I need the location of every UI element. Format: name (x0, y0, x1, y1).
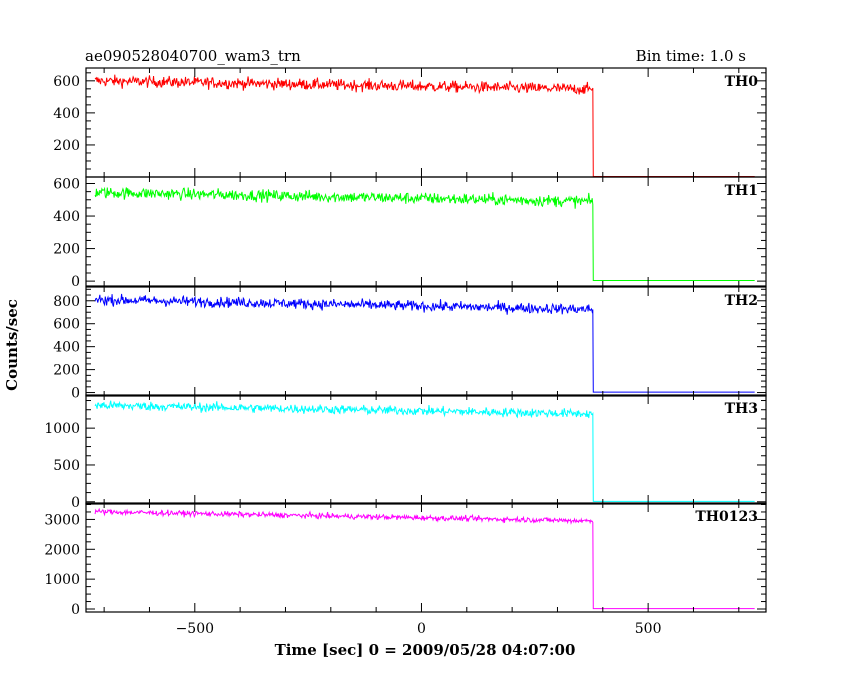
y-tick-label: 400 (53, 340, 80, 356)
y-tick-label: 3000 (44, 512, 80, 528)
panel-th1: 0 200 400 600 TH1 (53, 176, 767, 290)
y-tick-label: 400 (53, 106, 80, 122)
y-tick-label: 0 (71, 386, 80, 402)
y-tick-label: 200 (53, 363, 80, 379)
panel-th3: 0 500 1000 TH3 (44, 394, 767, 511)
x-tick-label: −500 (176, 621, 214, 637)
panel-label-th2: TH2 (725, 293, 758, 309)
panel-th0123: 0 1000 2000 3000 TH0123 (44, 502, 767, 618)
y-tick-label: 600 (53, 74, 80, 90)
panel-frame (85, 394, 767, 505)
panel-label-th0123: TH0123 (695, 509, 758, 525)
y-tick-label: 1000 (44, 421, 80, 437)
series-line-th3 (94, 400, 755, 502)
y-tick-label: 600 (53, 177, 80, 193)
x-tick-label: 0 (417, 621, 426, 637)
panel-frame (85, 502, 767, 613)
series-line-th0123 (94, 507, 755, 610)
y-tick-label: 400 (53, 209, 80, 225)
series-line-th0 (94, 74, 755, 178)
x-axis-title: Time [sec] 0 = 2009/05/28 04:07:00 (275, 641, 576, 659)
y-tick-label: 0 (71, 274, 80, 290)
panel-label-th0: TH0 (725, 74, 759, 90)
panels-group: 200 400 600 TH0 0 200 400 600 TH1 0 200 400 600 800 TH… (44, 67, 767, 618)
x-tick-label: 500 (635, 621, 662, 637)
panel-label-th1: TH1 (725, 183, 758, 199)
chart-title: ae090528040700_wam3_trn (85, 47, 301, 65)
y-tick-label: 0 (71, 602, 80, 618)
series-line-th2 (94, 293, 755, 393)
y-tick-label: 0 (71, 495, 80, 511)
y-tick-label: 500 (53, 458, 80, 474)
panel-th0: 200 400 600 TH0 (53, 67, 767, 178)
panel-frame (85, 176, 767, 287)
y-tick-label: 800 (53, 294, 80, 310)
y-tick-label: 200 (53, 138, 80, 154)
x-axis: −500 0 500 (176, 621, 662, 637)
y-tick-label: 1000 (44, 572, 80, 588)
bin-time-label: Bin time: 1.0 s (636, 47, 746, 65)
panel-label-th3: TH3 (725, 401, 758, 417)
y-tick-label: 200 (53, 242, 80, 258)
y-tick-label: 2000 (44, 542, 80, 558)
y-axis-title: Counts/sec (3, 299, 21, 391)
panel-frame (85, 286, 767, 397)
panel-th2: 0 200 400 600 800 TH2 (53, 286, 767, 402)
y-tick-label: 600 (53, 317, 80, 333)
series-line-th1 (94, 186, 755, 281)
